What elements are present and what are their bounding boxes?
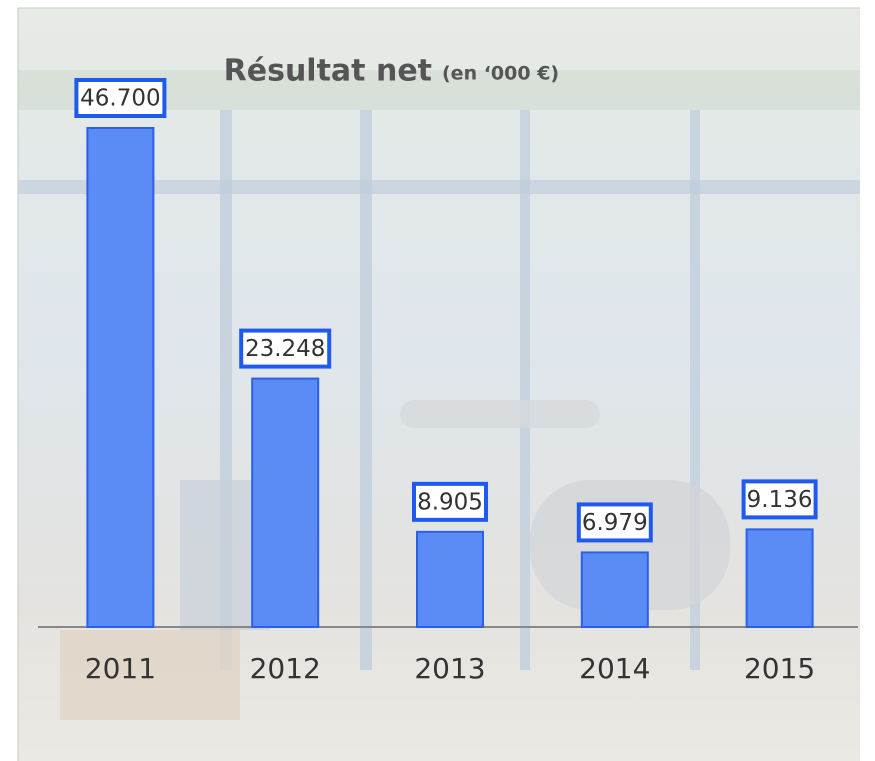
x-tick-label: 2015 [744, 652, 815, 685]
value-label: 46.700 [80, 86, 160, 112]
chart: Résultat net (en ‘000 €) 46.700 2011 23.24… [0, 0, 875, 761]
bar [87, 128, 153, 627]
chart-title: Résultat net [224, 54, 432, 89]
value-label: 8.905 [417, 489, 483, 515]
value-label: 9.136 [747, 487, 813, 513]
x-tick-label: 2013 [414, 652, 485, 685]
bar [417, 532, 483, 627]
x-tick-label: 2014 [579, 652, 650, 685]
value-label: 23.248 [245, 336, 325, 362]
bar [252, 379, 318, 627]
x-tick-label: 2012 [250, 652, 321, 685]
value-label: 6.979 [582, 510, 648, 536]
bar [582, 552, 648, 627]
x-tick-label: 2011 [85, 652, 156, 685]
chart-subtitle: (en ‘000 €) [442, 63, 559, 85]
bar [747, 529, 813, 627]
page: Résultat net (en ‘000 €) 46.700 2011 23.24… [0, 0, 875, 761]
